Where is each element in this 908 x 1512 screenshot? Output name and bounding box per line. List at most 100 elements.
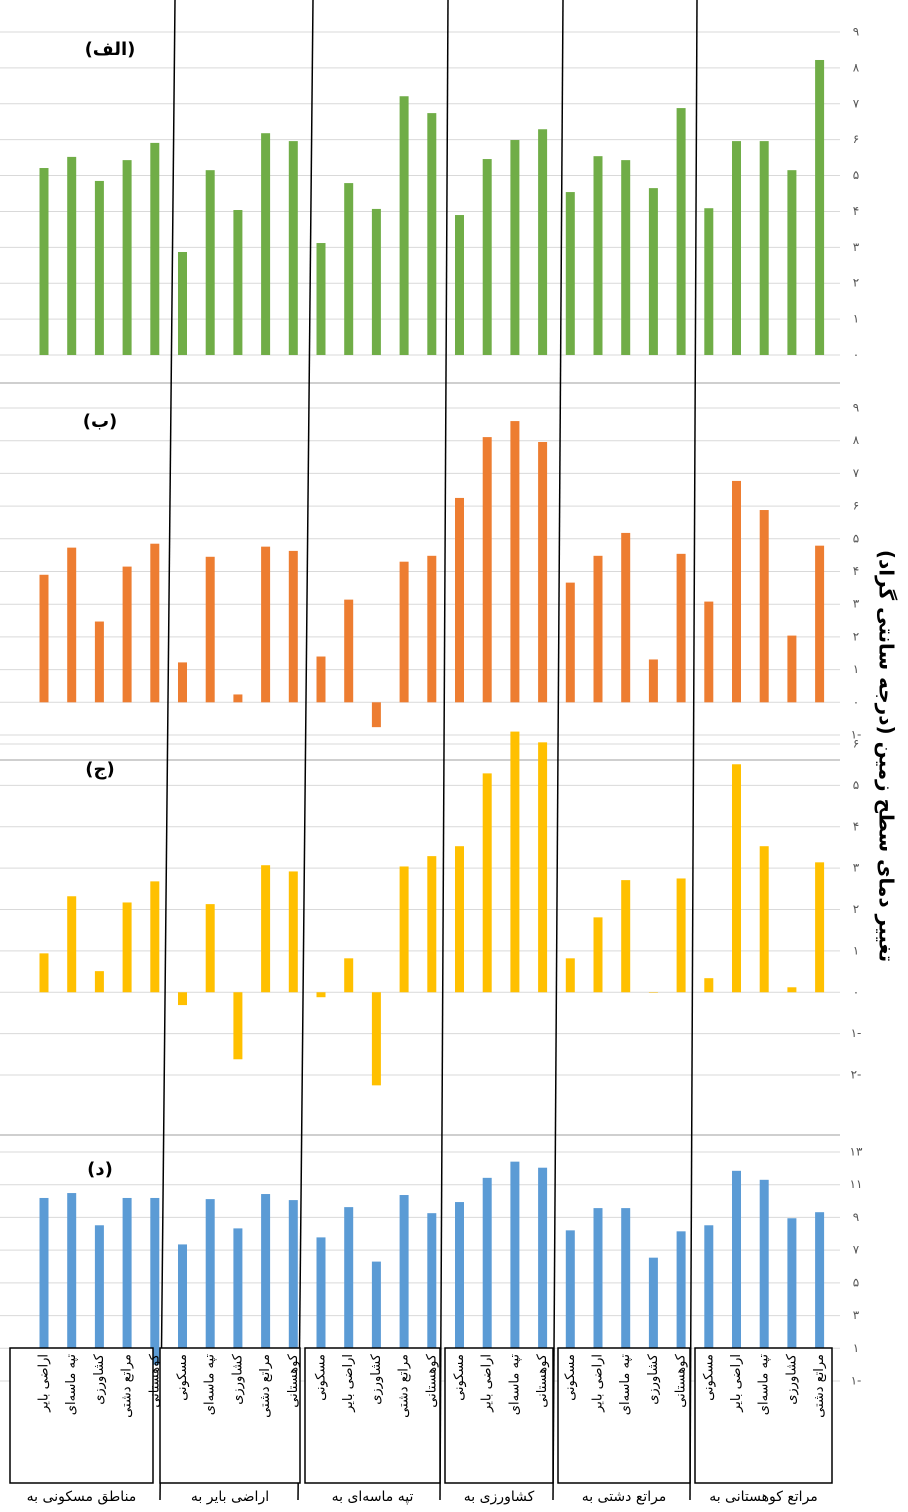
bar (316, 656, 326, 703)
bar (427, 555, 437, 703)
bar (261, 1194, 271, 1365)
bar (815, 59, 825, 355)
y-tick-label: ۰ (853, 695, 859, 709)
bar (455, 846, 464, 993)
y-tick-label: ۸ (853, 60, 860, 74)
bar (648, 992, 658, 993)
y-tick-label: ۱- (851, 1374, 862, 1388)
y-tick-label: ۳ (853, 1308, 860, 1322)
bar (538, 742, 548, 993)
category-label: کشاورزی (92, 1353, 107, 1405)
bar (67, 1193, 77, 1365)
bar (621, 1208, 631, 1365)
y-tick-label: ۹ (853, 401, 859, 415)
category-label: اراضی بایر (480, 1354, 495, 1413)
bar (676, 878, 686, 993)
bar (676, 1231, 686, 1365)
group-box (557, 1347, 691, 1484)
bar (593, 156, 603, 355)
bar (565, 582, 575, 703)
bar (316, 243, 326, 355)
bar (732, 764, 741, 993)
category-label: کوهستانی (286, 1353, 301, 1408)
bar (178, 992, 187, 1006)
bar (427, 113, 437, 355)
bar (344, 183, 354, 355)
bar (815, 1212, 825, 1365)
bar (482, 437, 492, 703)
bar (455, 215, 464, 355)
y-tick-label: ۹ (853, 25, 859, 39)
group-box (694, 1347, 833, 1484)
group-divider (689, 0, 698, 1501)
bar (94, 621, 104, 703)
y-tick-label: ۱ (853, 312, 859, 326)
category-label: کشاورزی (784, 1353, 799, 1405)
bar (233, 992, 243, 1060)
bar (732, 141, 741, 355)
group-box (444, 1347, 554, 1484)
y-tick-label: ۲ (853, 629, 859, 643)
bar (94, 1225, 104, 1365)
bar (344, 599, 354, 703)
category-label: کشاورزی (230, 1353, 245, 1405)
bar (150, 543, 160, 703)
bar (565, 192, 575, 355)
bar (427, 1213, 437, 1365)
category-label: کوهستانی (535, 1353, 550, 1408)
bar (704, 601, 714, 703)
group-label: اراضی بایر به (191, 1489, 269, 1505)
bar (510, 1161, 520, 1365)
bar (371, 992, 381, 1086)
bar (39, 574, 49, 703)
y-tick-label: ۳ (853, 861, 860, 875)
y-tick-label: ۳ (853, 597, 860, 611)
category-label: مراتع دشتی (258, 1354, 273, 1418)
y-tick-label: ۶ (853, 132, 859, 146)
group-box (159, 1347, 301, 1484)
category-label: مسکونی (701, 1354, 716, 1401)
bar (150, 142, 160, 355)
group-box (304, 1347, 441, 1484)
y-tick-label: ۷ (853, 1243, 860, 1257)
bar (510, 731, 520, 993)
bar (482, 1177, 492, 1365)
bar (344, 958, 354, 993)
y-tick-label: ۶ (853, 737, 859, 751)
bar (648, 1257, 658, 1365)
group-label: کشاورزی به (464, 1489, 535, 1505)
bar (122, 566, 132, 703)
bar (178, 662, 187, 703)
y-tick-label: ۲- (851, 1068, 862, 1082)
bar (593, 1208, 603, 1365)
bar (39, 1197, 49, 1365)
bar (150, 881, 160, 993)
bar (455, 497, 464, 703)
bar (233, 210, 243, 355)
bar (178, 1244, 187, 1365)
bar (94, 971, 104, 993)
y-tick-label: ۲ (853, 902, 859, 916)
y-tick-label: ۸ (853, 433, 860, 447)
bar (815, 545, 825, 703)
bar (67, 547, 77, 703)
bar (648, 659, 658, 703)
bar (815, 862, 825, 993)
group-label: مراتع دشتی به (582, 1489, 667, 1505)
category-label: کشاورزی (369, 1353, 384, 1405)
bar (288, 1200, 298, 1365)
bar (732, 480, 741, 703)
bar (233, 1228, 243, 1365)
y-tick-label: ۵ (853, 1275, 859, 1289)
bar (565, 958, 575, 993)
y-tick-label: ۵ (853, 168, 859, 182)
group-divider (159, 0, 176, 1501)
y-tick-label: ۴ (853, 819, 859, 833)
bar (704, 978, 714, 993)
bar (371, 702, 381, 728)
bar (39, 953, 49, 993)
y-tick-label: ۵ (853, 531, 859, 545)
bar (178, 251, 187, 355)
bar (455, 1202, 464, 1365)
bar (122, 1197, 132, 1365)
